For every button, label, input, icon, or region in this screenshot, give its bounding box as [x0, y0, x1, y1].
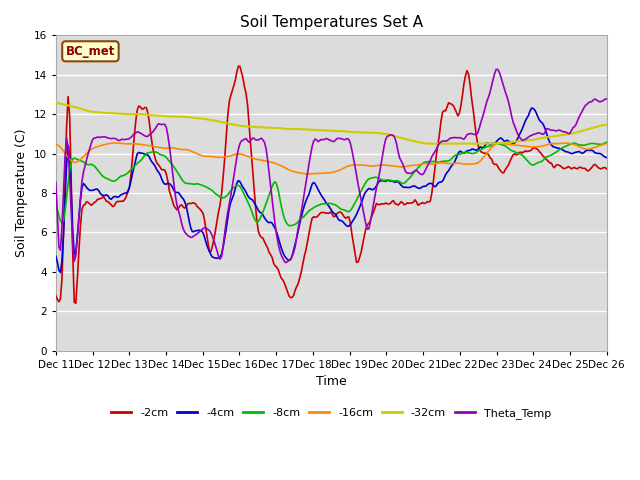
Title: Soil Temperatures Set A: Soil Temperatures Set A	[240, 15, 423, 30]
Y-axis label: Soil Temperature (C): Soil Temperature (C)	[15, 129, 28, 257]
X-axis label: Time: Time	[316, 375, 347, 388]
Text: BC_met: BC_met	[66, 45, 115, 58]
Legend: -2cm, -4cm, -8cm, -16cm, -32cm, Theta_Temp: -2cm, -4cm, -8cm, -16cm, -32cm, Theta_Te…	[107, 404, 556, 423]
